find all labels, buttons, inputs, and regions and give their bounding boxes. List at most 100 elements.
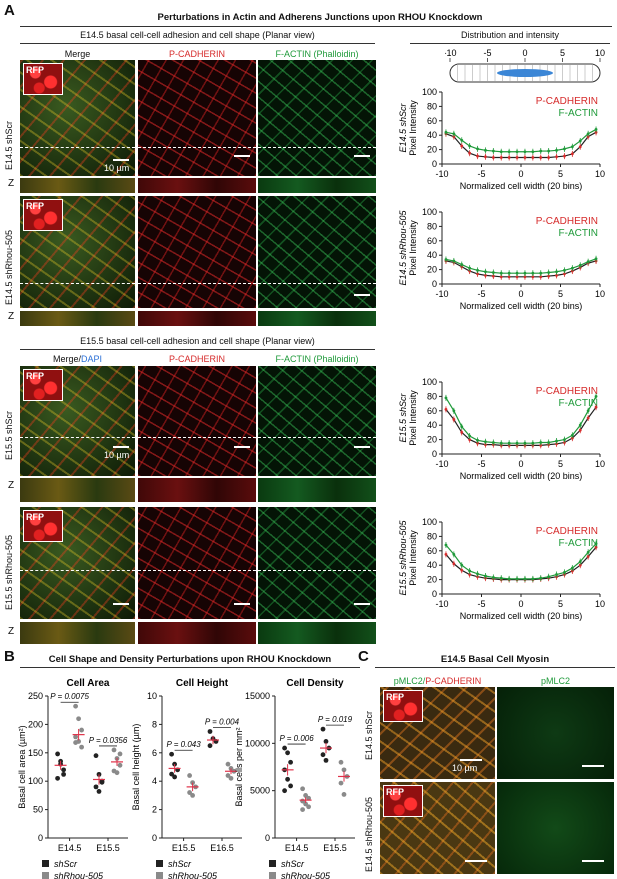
- y-tick-label: 60: [427, 236, 437, 246]
- data-point: [114, 770, 120, 776]
- section-line: [20, 147, 135, 148]
- data-point: [468, 144, 472, 148]
- y-tick-label: 20: [427, 435, 437, 445]
- y-axis-label: Basal cell height (µm): [131, 724, 141, 811]
- c-row-label-shscr: E14.5 shScr: [364, 710, 374, 760]
- data-point: [187, 773, 192, 778]
- panel-c-title: E14.5 Basal Cell Myosin: [440, 654, 550, 665]
- data-point: [187, 790, 192, 795]
- data-point: [468, 569, 472, 573]
- data-point: [586, 409, 590, 413]
- c-row-label-shrhou: E14.5 shRhou-505: [364, 796, 374, 872]
- plot-row-label: E14.5 shScr: [398, 102, 408, 152]
- legend-factin: F-ACTIN: [559, 228, 598, 239]
- y-tick-label: 0: [432, 279, 437, 289]
- data-point: [547, 156, 551, 159]
- data-point: [288, 759, 293, 765]
- data-point: [594, 405, 598, 409]
- plot-title: Cell Area: [67, 678, 110, 689]
- data-point: [539, 149, 543, 153]
- x-axis-label: Normalized cell width (20 bins): [460, 181, 583, 191]
- data-point: [547, 575, 551, 579]
- data-point: [476, 572, 479, 576]
- data-point: [444, 407, 448, 411]
- data-point: [460, 568, 464, 572]
- y-tick-label: 0: [38, 833, 43, 843]
- data-point: [515, 441, 519, 445]
- x-tick-label: 10: [595, 459, 605, 469]
- data-point: [452, 259, 456, 263]
- y-tick-label: 40: [427, 250, 437, 260]
- data-point: [539, 275, 543, 279]
- data-point: [570, 266, 574, 270]
- y-tick-label: 2: [152, 805, 157, 815]
- legend-swatch: [269, 872, 276, 879]
- y-tick-label: 100: [422, 377, 437, 387]
- data-point: [61, 771, 66, 777]
- data-point: [563, 154, 566, 158]
- data-point: [444, 553, 448, 556]
- data-point: [563, 438, 566, 441]
- rfp-inset: RFP: [23, 510, 63, 542]
- data-point: [285, 776, 290, 782]
- data-point: [539, 576, 543, 580]
- data-point: [555, 148, 558, 152]
- data-point: [190, 793, 195, 798]
- plot-title: Cell Density: [286, 678, 344, 689]
- x-tick-label: E15.5: [96, 843, 120, 853]
- data-point: [523, 150, 527, 154]
- data-point: [303, 801, 308, 807]
- data-point: [578, 263, 582, 267]
- data-point: [523, 441, 527, 445]
- image-factin-e155-shscr: [258, 366, 376, 476]
- data-point: [507, 150, 511, 154]
- p-value-label: P = 0.0075: [50, 692, 89, 701]
- data-point: [499, 576, 503, 580]
- x-tick-label: 10: [595, 599, 605, 609]
- data-point: [547, 441, 551, 444]
- zstack-pcadherin: [138, 622, 256, 644]
- data-point: [547, 271, 551, 274]
- data-point: [79, 744, 84, 750]
- x-tick-label: 10: [595, 289, 605, 299]
- y-axis-label: Pixel Intensity: [408, 100, 418, 156]
- data-point: [55, 775, 60, 781]
- plot-row-label: E15.5 shRhou-505: [398, 519, 408, 595]
- legend-swatch: [269, 860, 276, 867]
- data-point: [499, 441, 503, 445]
- y-tick-label: 100: [28, 776, 43, 786]
- data-point: [578, 560, 582, 563]
- schematic-tick-label: 5: [560, 48, 565, 58]
- e145-header: E14.5 basal cell-cell adhesion and cell …: [80, 30, 315, 40]
- data-point: [586, 550, 590, 554]
- schematic-tick-label: -10: [445, 48, 457, 58]
- scatter-plot-cell_area: Cell Area 0 50 100 150 200 250 Basal cell area …: [17, 678, 128, 879]
- data-point: [515, 275, 519, 279]
- data-point: [452, 418, 456, 421]
- scale-bar: [113, 159, 129, 161]
- data-point: [225, 773, 231, 778]
- data-point: [228, 775, 234, 781]
- data-point: [79, 727, 84, 733]
- image-pcadherin-e155-shrhou: [138, 507, 256, 619]
- section-line: [258, 147, 376, 148]
- data-point: [491, 274, 495, 278]
- data-point: [523, 275, 527, 279]
- legend-label: shScr: [54, 859, 78, 869]
- data-point: [484, 155, 487, 159]
- x-tick-label: 0: [518, 599, 523, 609]
- section-line: [138, 147, 256, 148]
- p-value-label: P = 0.0356: [89, 736, 128, 745]
- e155-header-rule: [20, 349, 375, 350]
- y-axis-label: Pixel Intensity: [408, 220, 418, 276]
- data-point: [555, 155, 558, 159]
- data-point: [172, 774, 177, 780]
- data-point: [338, 780, 344, 786]
- legend-label: shRhou-505: [54, 871, 104, 879]
- data-point: [547, 149, 551, 153]
- data-point: [586, 555, 590, 558]
- x-tick-label: E15.5: [172, 843, 196, 853]
- legend-label: shRhou-505: [281, 871, 331, 879]
- legend-swatch: [42, 872, 49, 879]
